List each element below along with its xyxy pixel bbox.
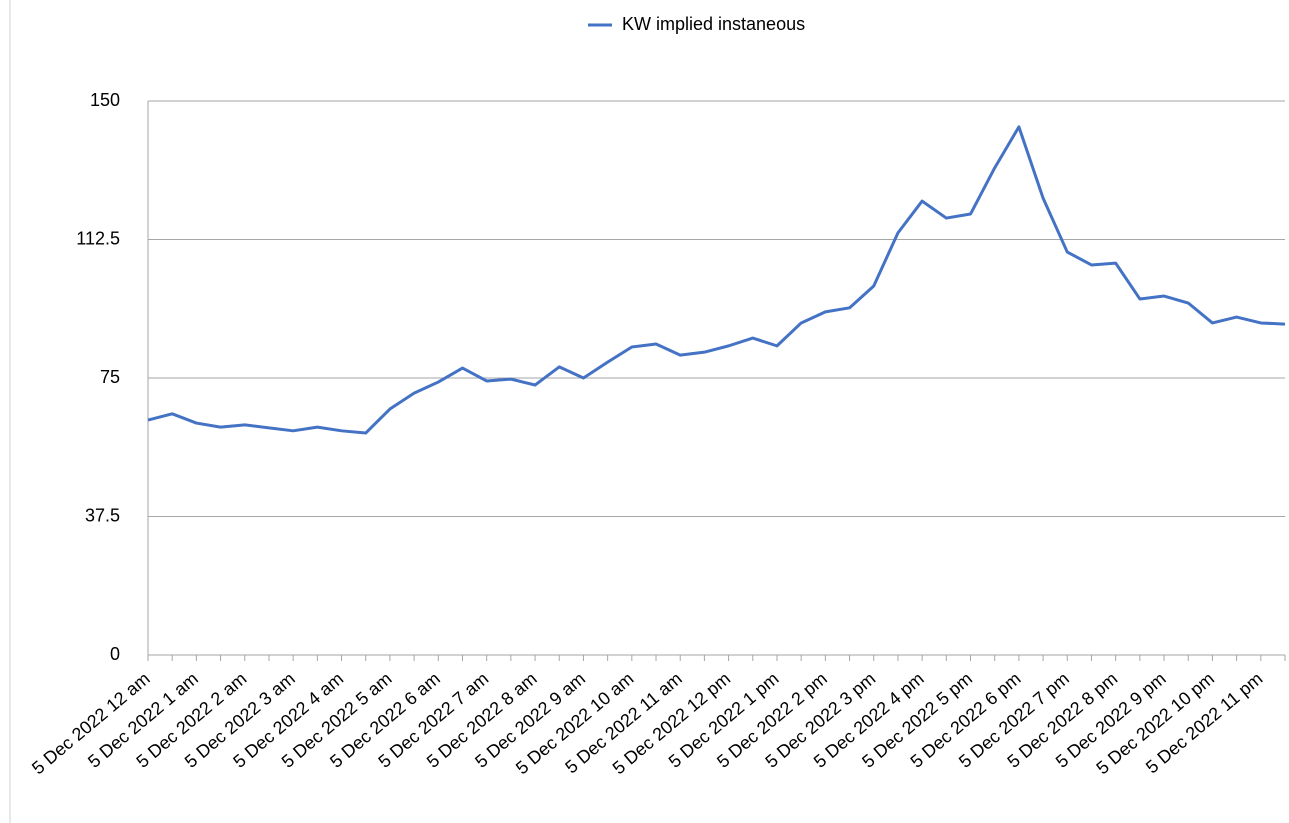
y-tick-label: 0	[110, 644, 120, 664]
y-tick-label: 112.5	[76, 228, 120, 248]
y-tick-label: 37.5	[85, 505, 120, 525]
y-tick-label: 75	[100, 367, 120, 387]
legend-label: KW implied instaneous	[622, 14, 805, 34]
y-tick-label: 150	[90, 90, 120, 110]
series-line	[147, 125, 1286, 435]
